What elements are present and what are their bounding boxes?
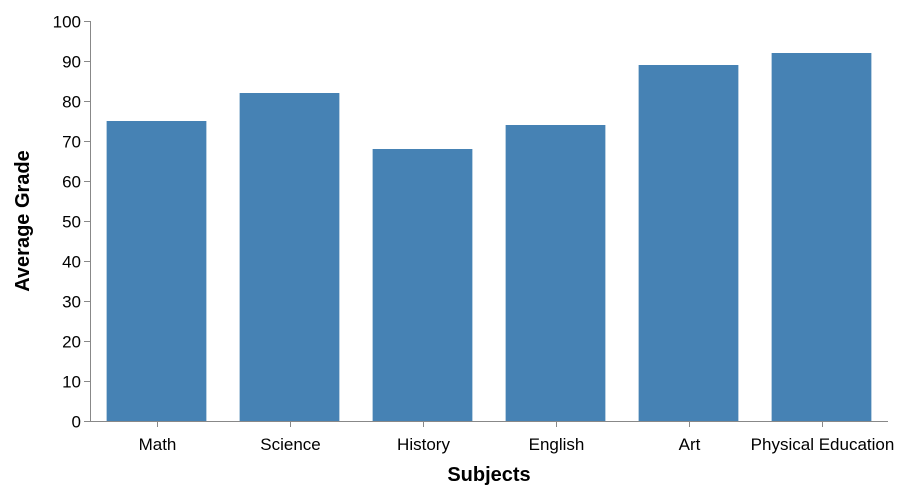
x-tick-label: Science (260, 435, 320, 454)
y-tick-label: 70 (62, 133, 81, 152)
y-axis-title: Average Grade (12, 150, 34, 292)
y-tick-label: 40 (62, 253, 81, 272)
y-axis: 0 10 20 30 40 50 60 70 80 90 100 (53, 13, 91, 432)
y-tick-label: 50 (62, 213, 81, 232)
y-tick-label: 0 (72, 413, 81, 432)
bar-art (638, 65, 739, 421)
bar-physical-education (771, 53, 872, 421)
bar-science (239, 93, 340, 421)
y-tick-label: 30 (62, 293, 81, 312)
y-tick-label: 80 (62, 93, 81, 112)
y-tick-label: 90 (62, 53, 81, 72)
bar-english (505, 125, 606, 421)
x-tick-label: Math (139, 435, 177, 454)
y-tick-label: 60 (62, 173, 81, 192)
x-tick-label: English (529, 435, 585, 454)
x-tick-label: Physical Education (751, 435, 895, 454)
x-tick-label: History (397, 435, 450, 454)
bar-math (106, 121, 207, 421)
x-tick-label: Art (679, 435, 701, 454)
x-axis-title: Subjects (447, 464, 530, 486)
y-tick-label: 100 (53, 13, 81, 32)
bar-history (372, 149, 473, 421)
y-tick-label: 10 (62, 373, 81, 392)
bars-group (106, 53, 872, 421)
x-axis: Math Science History English Art Physical Edu… (90, 421, 894, 454)
y-tick-label: 20 (62, 333, 81, 352)
